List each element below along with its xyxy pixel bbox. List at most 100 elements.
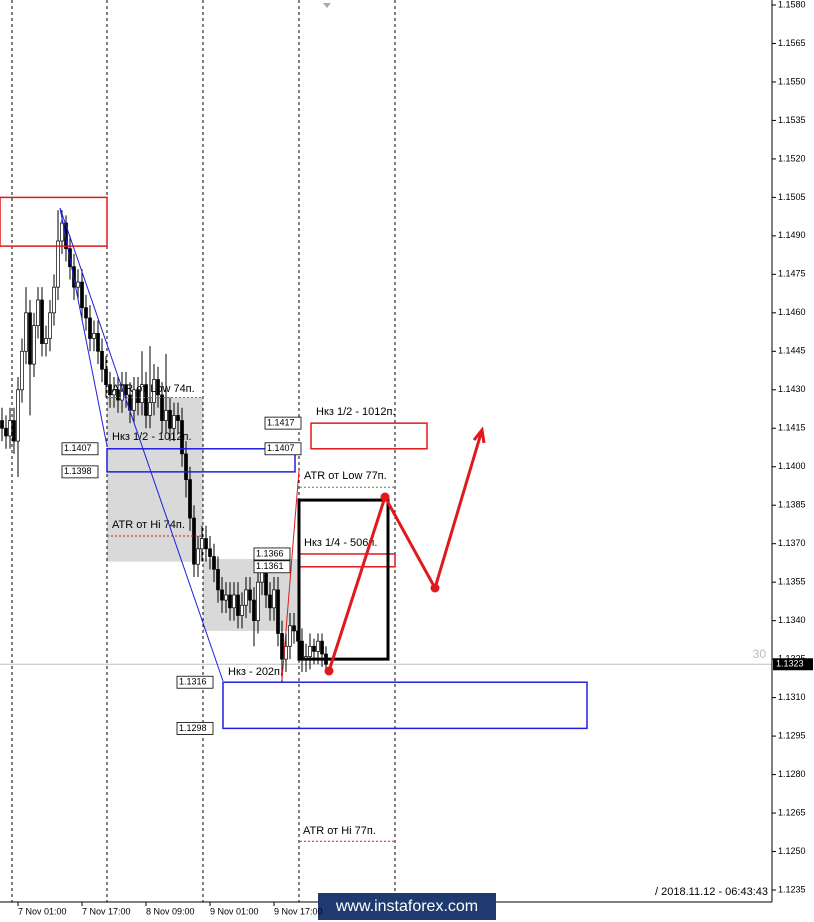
target-zone	[0, 196, 108, 247]
x-tick-label: 9 Nov 01:00	[210, 906, 259, 916]
candle-body	[248, 589, 252, 601]
price-tag: 1.1407	[64, 443, 92, 453]
candle-body	[200, 538, 204, 550]
candle-body	[268, 594, 272, 609]
annotation: ATR от Low 77п.	[304, 470, 387, 482]
y-tick-label: 1.1235	[778, 884, 806, 894]
candle-body	[216, 568, 220, 591]
candle-body	[256, 581, 260, 622]
candle-body	[52, 286, 56, 314]
candle-body	[124, 384, 128, 396]
trend-line	[59, 207, 224, 682]
target-zone	[310, 422, 428, 450]
y-tick-label: 1.1535	[778, 115, 806, 125]
annotation: Нкз - 202п.	[228, 666, 283, 678]
annotation: ATR от Hi 74п.	[112, 519, 185, 531]
candle-body	[320, 640, 324, 655]
candle-body	[36, 299, 40, 327]
annotation: Нкз 1/4 - 506п.	[304, 537, 377, 549]
candle-body	[108, 384, 112, 396]
price-tag: 1.1316	[179, 677, 207, 687]
trend-line	[281, 469, 300, 681]
candle-body	[88, 317, 92, 339]
arrow-head	[472, 426, 486, 444]
price-tag: 1.1407	[267, 443, 295, 453]
candle-body	[40, 299, 44, 344]
candle-body	[204, 538, 208, 550]
price-tag: 1.1417	[267, 418, 295, 428]
forecast-point	[324, 666, 334, 676]
trend-line	[59, 207, 108, 447]
price-tag-box	[253, 560, 291, 574]
candle-body	[100, 350, 104, 370]
candle-body	[236, 594, 240, 616]
candle-body	[272, 589, 276, 609]
candle-body	[280, 633, 284, 660]
y-tick-label: 1.1520	[778, 153, 806, 163]
y-tick-label: 1.1340	[778, 615, 806, 625]
candle-body	[220, 589, 224, 601]
price-tag: 1.1366	[256, 548, 284, 558]
price-tag: 1.1398	[64, 466, 92, 476]
target-zone	[222, 681, 588, 730]
candle-body	[224, 594, 228, 601]
annotation: Нкз 1/2 - 1012п.	[316, 406, 396, 418]
candle-body	[144, 384, 148, 416]
y-tick-label: 1.1415	[778, 423, 806, 433]
price-tag: 1.1361	[256, 561, 284, 571]
candle-body	[300, 640, 304, 660]
candle-body	[132, 389, 136, 411]
period-label: 30	[753, 647, 767, 661]
target-zone	[106, 448, 296, 473]
forecast-arrows	[324, 426, 486, 676]
candle-body	[164, 409, 168, 421]
candle-body	[232, 594, 236, 609]
forecast-point	[430, 583, 440, 593]
candle-body	[240, 604, 244, 616]
x-tick-label: 7 Nov 01:00	[18, 906, 67, 916]
price-tag: 1.1298	[179, 723, 207, 733]
y-tick-label: 1.1550	[778, 76, 806, 86]
watermark-bg	[318, 893, 496, 920]
y-tick-label: 1.1400	[778, 461, 806, 471]
candle-body	[176, 415, 180, 421]
y-tick-label: 1.1490	[778, 230, 806, 240]
candle-body	[188, 479, 192, 519]
candle-body	[60, 222, 64, 242]
candle-body	[152, 379, 156, 403]
y-tick-label: 1.1310	[778, 692, 806, 702]
y-tick-label: 1.1385	[778, 500, 806, 510]
y-tick-label: 1.1250	[778, 846, 806, 856]
candle-body	[156, 379, 160, 396]
scroll-marker	[323, 3, 331, 8]
candle-body	[28, 312, 32, 365]
candle-body	[172, 415, 176, 429]
candles	[0, 210, 328, 683]
annotation: ATR от Hi 77п.	[303, 825, 376, 837]
target-zone	[297, 498, 390, 661]
candle-body	[24, 312, 28, 352]
candle-body	[264, 568, 268, 596]
current-price-box	[773, 658, 813, 671]
annotation: ATR от Low 74п.	[112, 383, 195, 395]
trend-lines	[59, 207, 300, 682]
y-tick-label: 1.1370	[778, 538, 806, 548]
candle-body	[160, 394, 164, 421]
candle-body	[288, 625, 292, 647]
candle-body	[212, 556, 216, 570]
price-tag-box	[264, 416, 302, 430]
y-tick-label: 1.1580	[778, 0, 806, 9]
candle-body	[76, 281, 80, 288]
candle-body	[184, 453, 188, 480]
candle-body	[136, 389, 140, 403]
candle-body	[252, 599, 256, 622]
candle-body	[196, 548, 200, 565]
candle-body	[44, 338, 48, 344]
forecast-path	[327, 429, 484, 672]
candle-body	[140, 384, 144, 403]
candle-body	[8, 420, 12, 437]
y-tick-label: 1.1280	[778, 769, 806, 779]
candle-body	[168, 409, 172, 429]
candle-body	[0, 420, 4, 429]
